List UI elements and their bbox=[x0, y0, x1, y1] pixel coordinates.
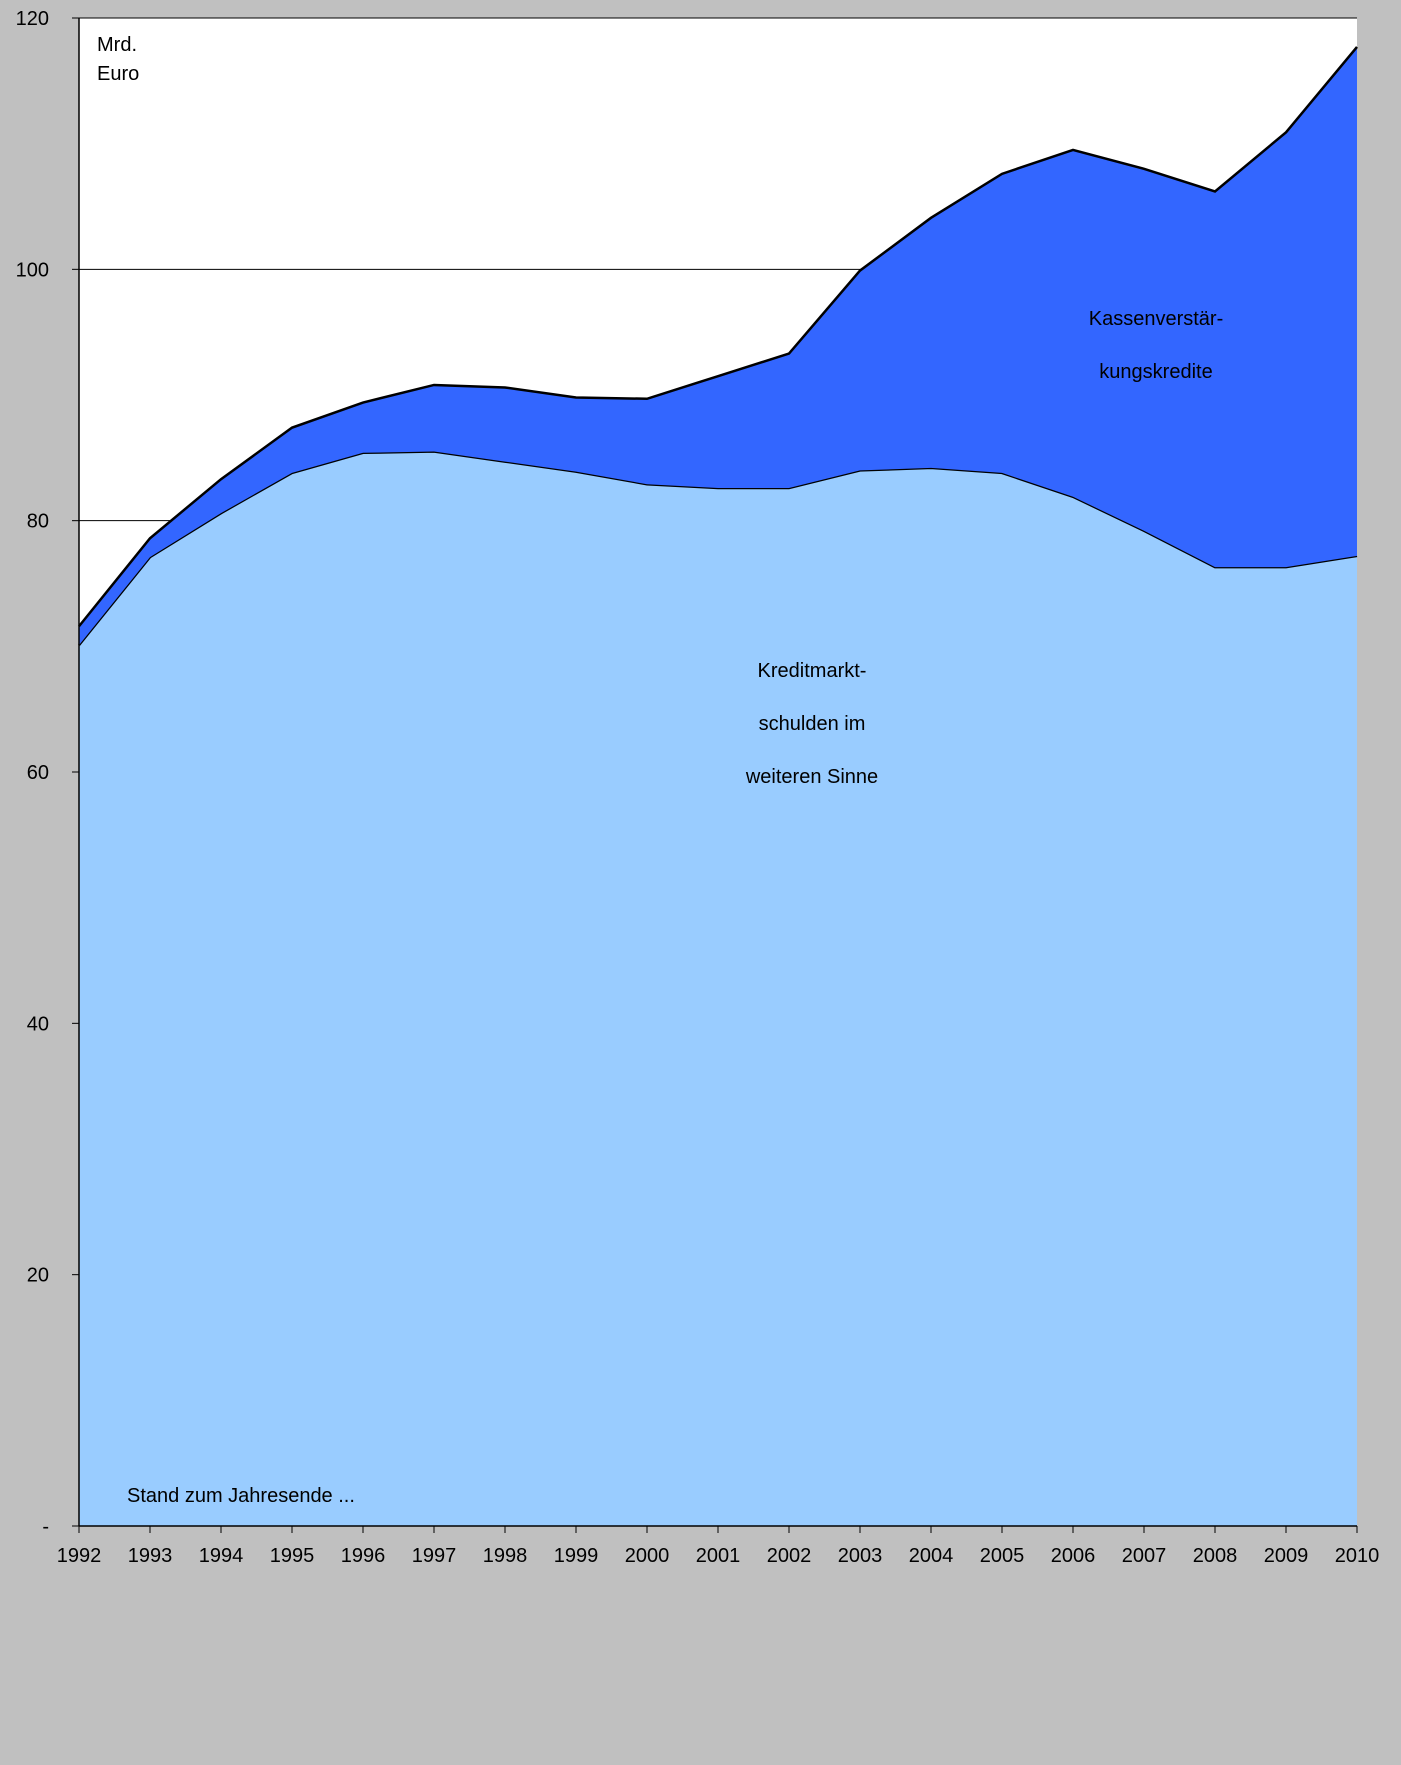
x-tick-label: 1999 bbox=[554, 1545, 599, 1567]
y-tick-label: 80 bbox=[27, 511, 49, 533]
series-label: Kreditmarkt-schulden im weiteren Sinne bbox=[745, 660, 878, 788]
x-tick-label: 2006 bbox=[1051, 1545, 1096, 1567]
y-tick-label: - bbox=[42, 1516, 49, 1538]
x-tick-label: 1994 bbox=[199, 1545, 244, 1567]
x-tick-label: 2008 bbox=[1193, 1545, 1238, 1567]
x-tick-label: 1998 bbox=[483, 1545, 528, 1567]
x-tick-label: 1996 bbox=[341, 1545, 386, 1567]
x-tick-label: 2002 bbox=[767, 1545, 812, 1567]
x-tick-label: 2000 bbox=[625, 1545, 670, 1567]
x-tick-label: 2004 bbox=[909, 1545, 954, 1567]
y-tick-label: 120 bbox=[16, 8, 49, 30]
y-tick-label: 40 bbox=[27, 1013, 49, 1035]
x-tick-label: 2009 bbox=[1264, 1545, 1309, 1567]
area-edge bbox=[78, 46, 1358, 628]
x-tick-label: 2010 bbox=[1335, 1545, 1380, 1567]
y-axis-label: Mrd. Euro bbox=[97, 34, 139, 85]
area bbox=[79, 451, 1357, 1526]
x-tick-label: 1995 bbox=[270, 1545, 315, 1567]
series-label: Kassenverstär-kungskredite bbox=[1089, 308, 1224, 383]
x-tick-label: 1992 bbox=[57, 1545, 102, 1567]
x-tick-label: 2007 bbox=[1122, 1545, 1167, 1567]
x-tick-label: 2005 bbox=[980, 1545, 1025, 1567]
y-tick-label: 20 bbox=[27, 1265, 49, 1287]
x-tick-label: 1993 bbox=[128, 1545, 173, 1567]
y-tick-label: 60 bbox=[27, 762, 49, 784]
y-tick-label: 100 bbox=[16, 259, 49, 281]
x-tick-label: 2001 bbox=[696, 1545, 741, 1567]
note: Stand zum Jahresende ... bbox=[127, 1485, 355, 1507]
x-tick-label: 2003 bbox=[838, 1545, 883, 1567]
area bbox=[79, 46, 1357, 646]
x-tick-label: 1997 bbox=[412, 1545, 457, 1567]
